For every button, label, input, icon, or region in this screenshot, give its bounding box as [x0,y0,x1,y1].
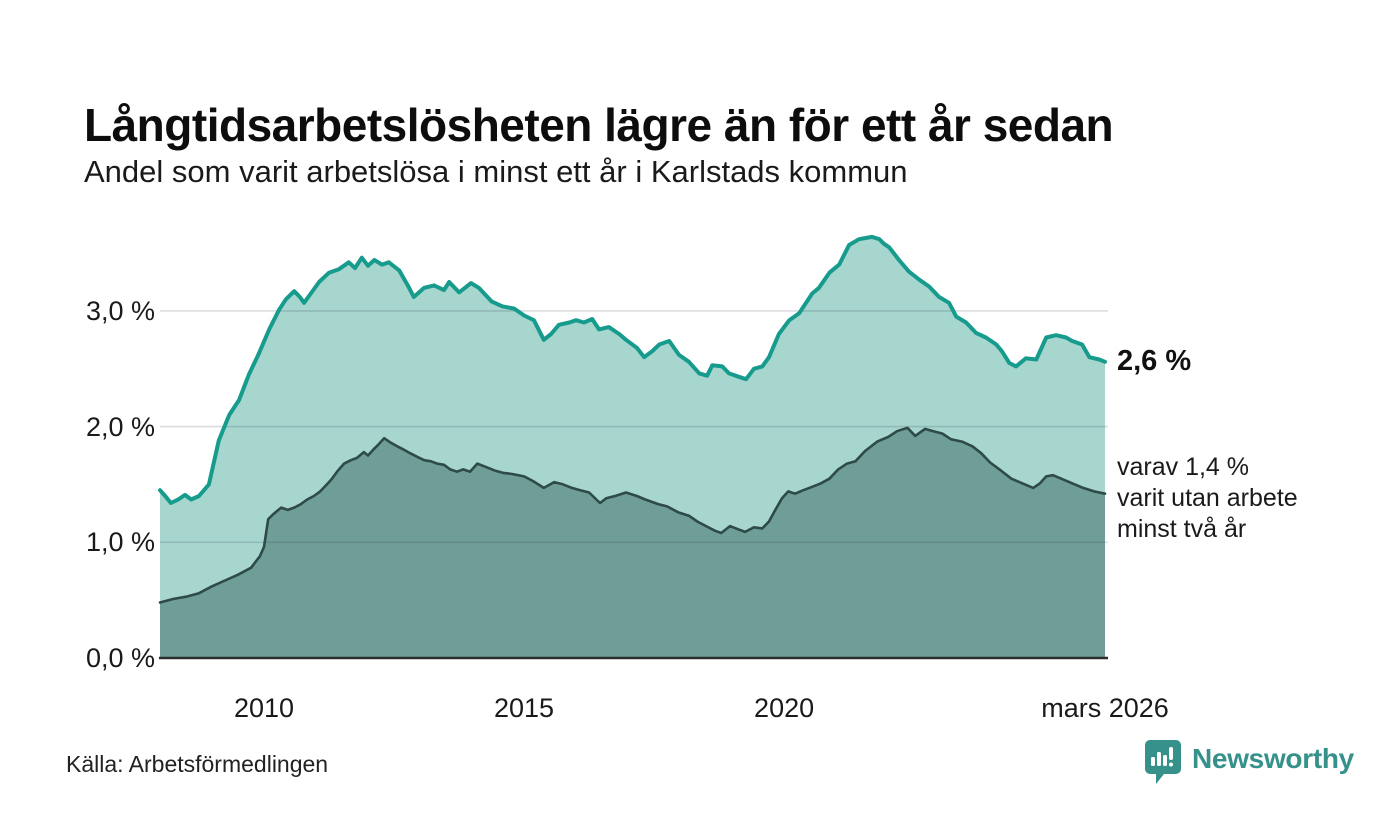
subseries-annotation-line: varit utan arbete [1117,484,1298,512]
y-tick-label: 0,0 % [85,643,155,673]
y-tick-label: 2,0 % [85,411,155,442]
subseries-annotation-line: minst två år [1117,515,1247,543]
latest-value-label: 2,6 % [1117,345,1192,377]
x-tick-label: 2020 [754,693,815,723]
chart-subtitle: Andel som varit arbetslösa i minst ett å… [84,154,908,189]
x-tick-label: 2010 [233,693,295,723]
series-line-2 [158,426,1107,604]
subseries-annotation: varav 1,4 % varit utan arbete minst två … [1117,452,1298,545]
series-area-2 [160,427,1105,658]
newsworthy-logo-icon [1145,740,1181,784]
x-tick-label: 2015 [494,693,555,723]
source-note: Källa: Arbetsförmedlingen [66,751,329,777]
newsworthy-wordmark: Newsworthy [1192,743,1354,774]
newsworthy-brand: Newsworthy [1143,738,1354,786]
y-tick-label: 1,0 % [85,527,155,558]
chart-title: Långtidsarbetslösheten lägre än för ett … [84,98,1114,151]
series-line-1 [158,234,1107,505]
subseries-annotation-line: varav 1,4 % [1117,453,1250,481]
x-tick-label: mars 2026 [1041,693,1169,723]
y-tick-label: 3,0 % [85,295,155,326]
